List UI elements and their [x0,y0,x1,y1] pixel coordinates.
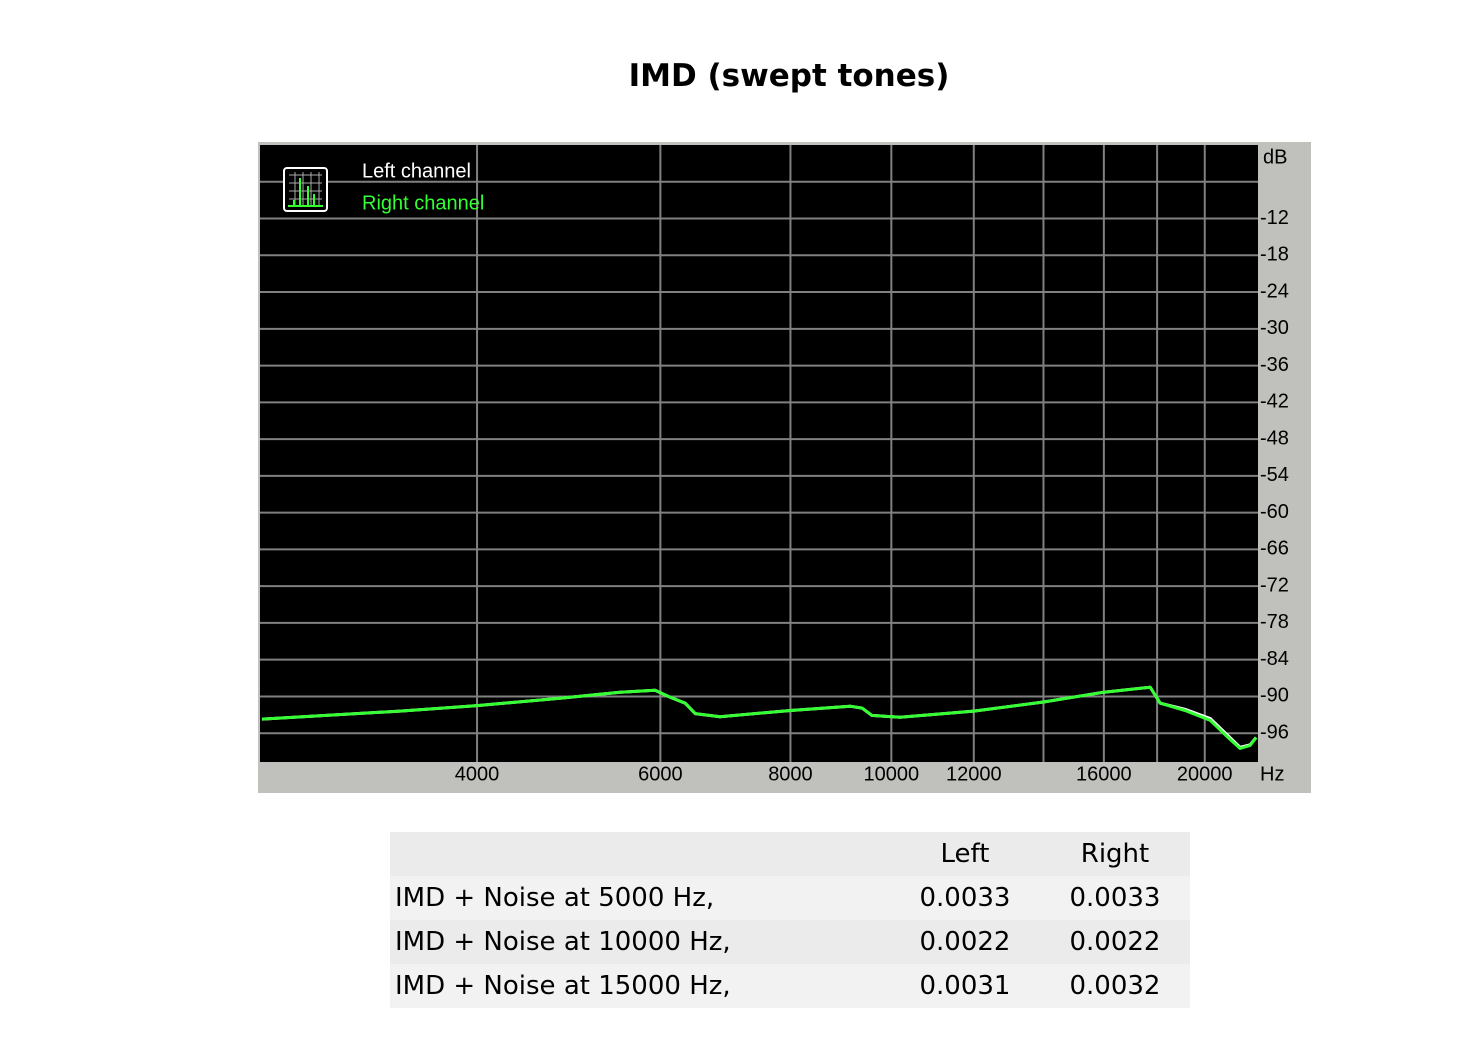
x-tick-label: 8000 [768,763,813,785]
y-tick-label: -54 [1260,464,1289,486]
x-axis-label: Hz [1260,763,1284,785]
table-cell: 0.0031 [890,964,1040,1008]
table-row: IMD + Noise at 10000 Hz, 0.0022 0.0022 [390,920,1190,964]
y-axis-label: dB [1263,146,1287,168]
y-tick-label: -30 [1260,317,1289,339]
y-tick-label: -66 [1260,538,1289,560]
y-tick-label: -24 [1260,280,1289,302]
y-tick-label: -12 [1260,207,1289,229]
results-table: Left Right IMD + Noise at 5000 Hz, 0.0033… [390,832,1190,1008]
x-tick-label: 12000 [946,763,1002,785]
plot-area [260,145,1258,762]
legend-entry: Left channel [362,160,471,182]
table-cell: IMD + Noise at 5000 Hz, [390,876,890,920]
table-cell: IMD + Noise at 10000 Hz, [390,920,890,964]
chart-icon [283,167,328,212]
table-cell: 0.0033 [1040,876,1190,920]
y-tick-label: -60 [1260,501,1289,523]
y-tick-label: -18 [1260,244,1289,266]
y-tick-label: -72 [1260,574,1289,596]
header-cell: Left [890,832,1040,876]
x-tick-label: 16000 [1076,763,1132,785]
table-row: IMD + Noise at 15000 Hz, 0.0031 0.0032 [390,964,1190,1008]
y-tick-label: -84 [1260,648,1289,670]
y-tick-label: -48 [1260,427,1289,449]
y-tick-label: -42 [1260,391,1289,413]
y-tick-label: -78 [1260,611,1289,633]
data-line [261,685,1258,750]
chart-title: IMD (swept tones) [628,58,950,94]
x-tick-label: 10000 [864,763,920,785]
table-row: IMD + Noise at 5000 Hz, 0.0033 0.0033 [390,876,1190,920]
x-tick-label: 6000 [638,763,683,785]
table-cell: 0.0032 [1040,964,1190,1008]
y-tick-label: -90 [1260,685,1289,707]
header-cell: Right [1040,832,1190,876]
table-cell: 0.0033 [890,876,1040,920]
chart: dB Hz 4000 6000 8000 10000 12000 16000 20000 -1… [258,142,1311,793]
table-cell: 0.0022 [1040,920,1190,964]
table-header: Left Right [390,832,1190,876]
y-tick-label: -96 [1260,721,1289,743]
y-tick-label: -36 [1260,354,1289,376]
table-cell: IMD + Noise at 15000 Hz, [390,964,890,1008]
legend-entry: Right channel [362,192,484,214]
x-tick-label: 4000 [455,763,500,785]
x-tick-label: 20000 [1177,763,1233,785]
table-cell: 0.0022 [890,920,1040,964]
